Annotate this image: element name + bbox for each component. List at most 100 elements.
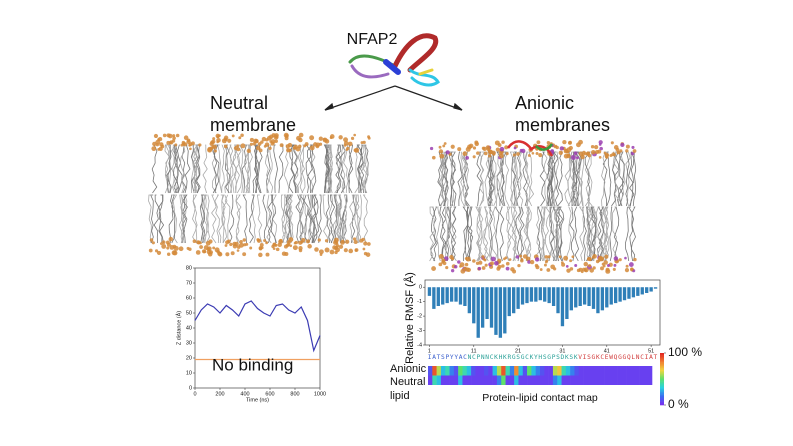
head-group — [209, 141, 214, 147]
lipid-tail — [467, 206, 471, 262]
heatmap-cell — [578, 375, 584, 385]
head-group — [353, 133, 357, 137]
lipid-tail — [341, 144, 346, 194]
heatmap-cell — [466, 366, 472, 376]
colorbar-step — [660, 394, 664, 397]
head-group — [156, 250, 162, 256]
y-tick-label: 10 — [186, 370, 192, 376]
sequence-segment: IATSPYYAC — [428, 354, 467, 361]
lipid-tail — [271, 194, 278, 244]
heatmap-cell — [600, 375, 605, 385]
heatmap-cell — [492, 366, 498, 376]
head-group — [538, 153, 543, 158]
head-group — [594, 144, 599, 150]
lipid-tail — [542, 206, 547, 262]
lipid-tail — [511, 206, 517, 262]
head-group — [361, 237, 365, 242]
lipid-tail — [613, 151, 620, 207]
y-tick-label: 0 — [419, 285, 422, 291]
bar — [574, 287, 578, 308]
head-group — [442, 144, 446, 148]
bound-protein — [535, 143, 554, 151]
head-group — [465, 256, 471, 262]
protein-structure — [348, 33, 440, 87]
heatmap-cell — [613, 366, 618, 376]
lipid-tail — [526, 206, 532, 262]
heatmap-cell — [574, 375, 580, 385]
bar — [649, 287, 653, 292]
heatmap-cell — [578, 366, 584, 376]
lipid-tail — [510, 206, 517, 262]
lipid-tail — [193, 144, 198, 194]
lipid-tail — [466, 206, 473, 262]
lipid-tail — [587, 206, 592, 262]
lipid-tail — [177, 144, 183, 194]
y-tick-label: 30 — [186, 340, 192, 346]
head-group — [490, 256, 496, 262]
lipid-tail — [184, 144, 191, 194]
bar — [596, 287, 600, 314]
y-axis-label: Z distance (Å) — [175, 311, 182, 345]
lipid-tail — [203, 194, 209, 244]
bar — [463, 287, 467, 306]
bar — [485, 287, 489, 319]
heatmap-cell — [531, 366, 536, 376]
lipid-tail — [180, 194, 185, 244]
lipid-tail — [544, 206, 551, 262]
colorbar-step — [660, 373, 664, 376]
lipid-tail — [273, 144, 278, 194]
y-tick-label: -4 — [417, 342, 422, 348]
sequence-segment: VISGKCEWQGGQLNCIAT — [578, 354, 657, 361]
head-group — [195, 250, 201, 255]
lipid-tail — [586, 206, 592, 262]
lipid-tail — [229, 144, 234, 194]
colorbar-step — [660, 397, 664, 399]
y-tick-label: 80 — [186, 265, 192, 271]
bar — [569, 287, 573, 311]
head-group — [546, 141, 551, 145]
head-group — [459, 265, 462, 268]
head-group — [609, 154, 613, 157]
bar — [525, 287, 529, 304]
lipid-tail — [628, 151, 634, 207]
head-group — [625, 264, 629, 268]
heatmap-cell — [613, 375, 618, 385]
lipid-tail — [483, 206, 489, 262]
head-group — [288, 148, 292, 153]
heatmap-cell — [544, 366, 549, 376]
lipid-tail — [309, 194, 315, 244]
colorbar-step — [660, 355, 664, 358]
lipid-tail — [172, 144, 178, 194]
head-group — [269, 140, 273, 143]
lipid-tail — [490, 151, 496, 207]
bar — [454, 287, 458, 302]
colorbar-step — [660, 377, 664, 380]
colorbar-step — [660, 354, 664, 356]
bar — [591, 287, 596, 309]
lipid-tail — [546, 151, 552, 207]
head-group — [181, 140, 186, 145]
heatmap-cell — [561, 375, 567, 385]
head-group — [569, 267, 574, 271]
head-group — [581, 153, 585, 157]
head-group — [431, 155, 436, 160]
head-group — [539, 268, 543, 271]
head-group — [283, 132, 289, 138]
lipid-tail — [462, 206, 469, 262]
lipid-tail — [632, 151, 637, 207]
head-group — [462, 151, 468, 156]
head-group — [451, 257, 455, 261]
head-group — [151, 241, 155, 245]
head-group — [613, 256, 619, 261]
x-tick-label: 600 — [265, 391, 274, 397]
lipid-tail — [552, 151, 559, 207]
head-group — [249, 137, 254, 143]
lipid-tail — [313, 194, 319, 244]
heatmap-cell — [479, 366, 485, 376]
heatmap-cell — [445, 366, 450, 376]
head-group — [192, 239, 197, 243]
anionic-membrane — [429, 139, 637, 274]
head-group — [438, 262, 443, 267]
head-group — [578, 267, 583, 272]
head-group — [167, 133, 173, 139]
